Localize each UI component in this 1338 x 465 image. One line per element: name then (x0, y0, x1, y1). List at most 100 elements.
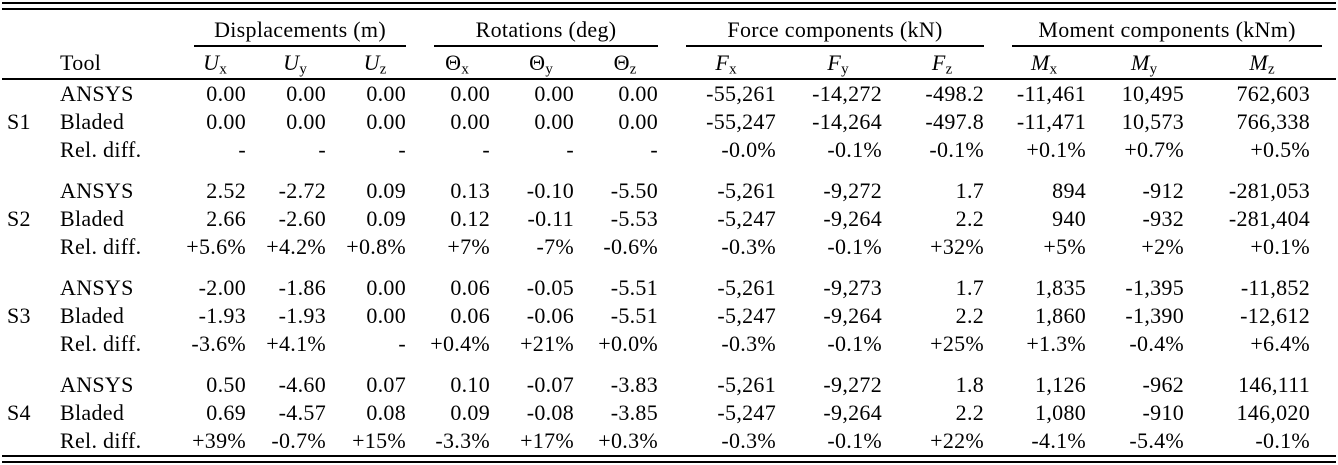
value-cell: -0.6% (603, 234, 659, 259)
value-cell: 766,338 (1236, 109, 1311, 134)
value-cell: -5,247 (717, 400, 777, 425)
value-cell: -4.57 (278, 400, 326, 425)
section-col-header (2, 47, 58, 80)
value-cell: +1.3% (1026, 331, 1087, 356)
value-cell: 10,573 (1121, 109, 1185, 134)
section-label (2, 427, 58, 455)
value-cell: - (482, 137, 491, 162)
tool-cell: Rel. diff. (60, 234, 142, 259)
value-cell: -9,264 (823, 303, 883, 328)
group-label: Displacements (m) (214, 17, 386, 42)
value-cell: 0.09 (450, 400, 491, 425)
value-cell: 0.09 (366, 178, 407, 203)
value-cell: -0.0% (721, 137, 777, 162)
value-cell: -1,390 (1125, 303, 1185, 328)
col-header-ux: Ux (180, 47, 260, 80)
value-cell: -912 (1142, 178, 1185, 203)
value-cell: -0.07 (526, 372, 575, 397)
value-cell: -0.3% (721, 428, 777, 453)
data-row: ANSYS 2.52 -2.72 0.09 0.13 -0.10 -5.50 -5,261 -9… (2, 177, 1336, 205)
tool-cell: ANSYS (60, 275, 134, 300)
value-cell: -0.3% (721, 331, 777, 356)
value-cell: 894 (1052, 178, 1087, 203)
value-cell: -281,404 (1228, 206, 1311, 231)
section-label (2, 177, 58, 205)
value-cell: -0.4% (1129, 331, 1185, 356)
value-cell: -1,395 (1125, 275, 1185, 300)
data-row: S4 Bladed 0.69 -4.57 0.08 0.09 -0.08 -3.85 -5,24… (2, 399, 1336, 427)
value-cell: -910 (1142, 400, 1185, 425)
value-cell: -5.51 (610, 303, 659, 328)
value-cell: 0.00 (618, 81, 659, 106)
value-cell: 2.2 (955, 303, 985, 328)
value-cell: +39% (192, 428, 246, 453)
value-cell: -0.10 (526, 178, 575, 203)
data-row: Rel. diff. - - - - - - -0.0% -0.1% -0.1% +0.1% +0.7… (2, 136, 1336, 164)
value-cell: 0.06 (450, 303, 491, 328)
value-cell: -0.1% (929, 137, 985, 162)
value-cell: -9,273 (823, 275, 883, 300)
col-header-fy: Fy (790, 47, 897, 80)
value-cell: 0.10 (450, 372, 491, 397)
group-header-blank (2, 10, 180, 47)
tool-cell: Rel. diff. (60, 331, 142, 356)
data-row: S1 Bladed 0.00 0.00 0.00 0.00 0.00 0.00 -55,247 -… (2, 108, 1336, 136)
tool-cell: Rel. diff. (60, 428, 142, 453)
value-cell: -0.7% (271, 428, 326, 453)
value-cell: +0.4% (430, 331, 491, 356)
section-label: S1 (7, 109, 31, 134)
value-cell: -5.51 (610, 275, 659, 300)
col-header-my: My (1100, 47, 1199, 80)
value-cell: 0.12 (450, 206, 491, 231)
data-row: ANSYS -2.00 -1.86 0.00 0.06 -0.05 -5.51 -5,261 -… (2, 274, 1336, 302)
section-label: S3 (7, 303, 31, 328)
col-header-uy: Uy (260, 47, 340, 80)
section-spacer (2, 261, 1336, 274)
value-cell: -3.6% (191, 331, 246, 356)
value-cell: -11,852 (1240, 275, 1311, 300)
tool-cell: Bladed (60, 206, 125, 231)
value-cell: +4.1% (266, 331, 326, 356)
col-header-fx: Fx (672, 47, 791, 80)
section-label: S2 (7, 206, 31, 231)
value-cell: 10,495 (1121, 81, 1185, 106)
value-cell: +32% (930, 234, 985, 259)
table-body: ANSYS 0.00 0.00 0.00 0.00 0.00 0.00 -55,261 -14,… (2, 79, 1336, 455)
value-cell: - (566, 137, 575, 162)
tool-cell: ANSYS (60, 81, 134, 106)
value-cell: -3.3% (435, 428, 491, 453)
value-cell: -5.53 (610, 206, 659, 231)
data-row: S3 Bladed -1.93 -1.93 0.00 0.06 -0.06 -5.51 -5,2… (2, 302, 1336, 330)
data-row: Rel. diff. +5.6% +4.2% +0.8% +7% -7% -0.6% -0.3… (2, 233, 1336, 261)
value-cell: -0.1% (827, 428, 883, 453)
group-label: Rotations (deg) (475, 17, 617, 42)
section-label: S4 (7, 400, 31, 425)
value-cell: -281,053 (1228, 178, 1311, 203)
value-cell: -498.2 (925, 81, 985, 106)
value-cell: 940 (1052, 206, 1087, 231)
value-cell: -0.08 (526, 400, 575, 425)
sub-header-row: Tool Ux Uy Uz Θx Θy Θz Fx Fy Fz Mx My Mz (2, 47, 1337, 80)
col-header-theta-z: Θz (588, 47, 673, 80)
value-cell: +4.2% (266, 234, 326, 259)
value-cell: 0.06 (450, 275, 491, 300)
value-cell: -2.00 (198, 275, 246, 300)
value-cell: +6.4% (1250, 331, 1311, 356)
col-header-mx: Mx (998, 47, 1101, 80)
value-cell: 0.00 (206, 81, 246, 106)
value-cell: -3.83 (610, 372, 659, 397)
value-cell: -9,272 (823, 372, 883, 397)
value-cell: -5,261 (717, 275, 777, 300)
value-cell: 1.7 (955, 275, 985, 300)
value-cell: -1.93 (278, 303, 326, 328)
value-cell: 1.7 (955, 178, 985, 203)
value-cell: 0.00 (450, 109, 491, 134)
value-cell: +5.6% (186, 234, 246, 259)
value-cell: 0.00 (450, 81, 491, 106)
value-cell: -9,264 (823, 206, 883, 231)
value-cell: 0.08 (366, 400, 407, 425)
table-top-rule (2, 2, 1336, 10)
tool-cell: Bladed (60, 303, 125, 328)
value-cell: -0.3% (721, 234, 777, 259)
value-cell: 2.2 (955, 400, 985, 425)
